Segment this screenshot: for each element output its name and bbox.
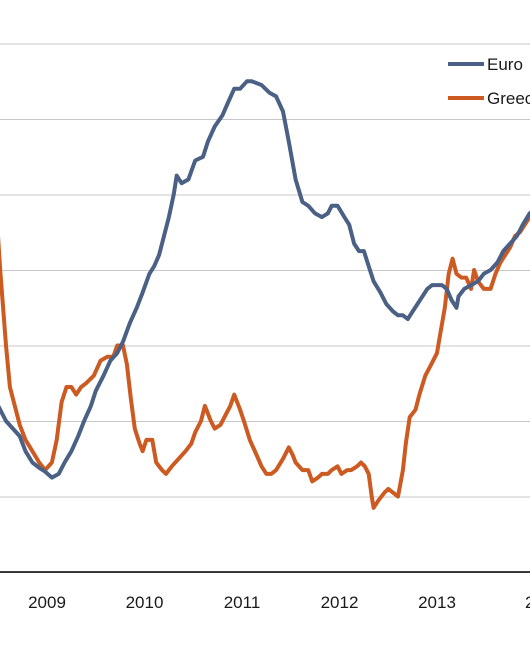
- x-tick-label-2009: 2009: [28, 593, 66, 612]
- legend-label-greece: Greece: [487, 89, 530, 108]
- x-tick-labels: 2009 2010 2011 2012 2013 20: [28, 593, 530, 612]
- x-tick-label-2011: 2011: [224, 593, 261, 612]
- gridlines: [0, 43, 530, 573]
- legend: Euro Greece: [448, 55, 530, 108]
- legend-label-euro: Euro: [487, 55, 523, 74]
- x-tick-label-2013: 2013: [418, 593, 456, 612]
- series-line-greece: [0, 212, 530, 510]
- series-line-euro: [0, 79, 530, 480]
- x-tick-label-2012: 2012: [321, 593, 359, 612]
- x-tick-label-2010: 2010: [126, 593, 164, 612]
- series-layer: [0, 79, 530, 510]
- x-tick-label-20: 20: [525, 593, 530, 612]
